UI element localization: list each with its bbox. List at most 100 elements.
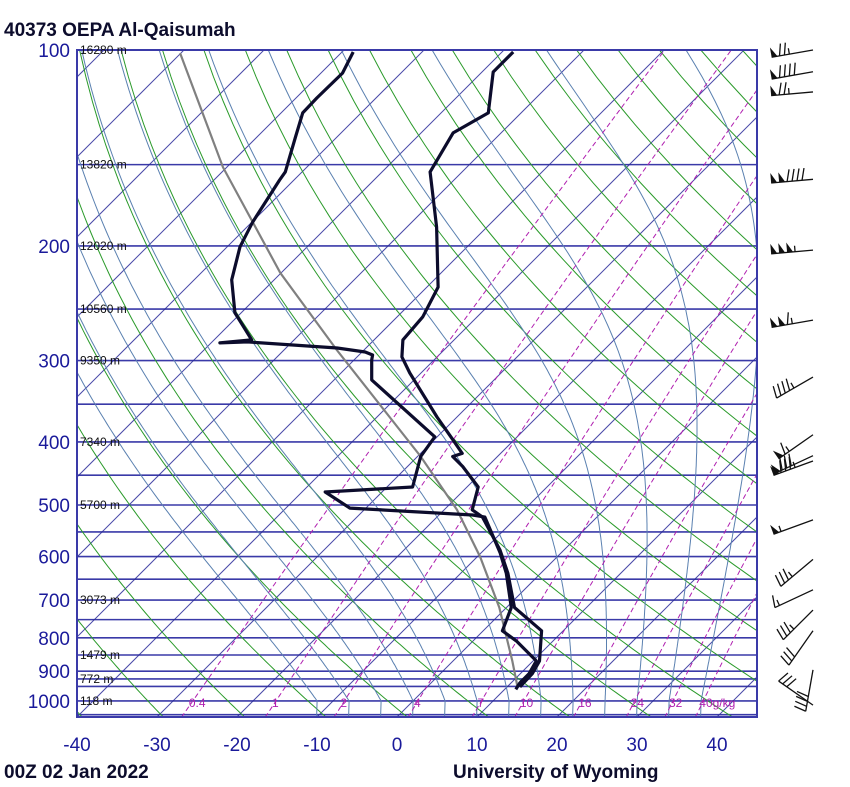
height-label: 1479 m <box>80 648 120 662</box>
isotherm-line <box>77 50 185 158</box>
mixing-ratio-line <box>407 174 757 717</box>
wind-barb <box>772 434 814 460</box>
dry-adiabat-line <box>77 710 83 717</box>
temperature-tick-label: 10 <box>466 735 487 756</box>
isotherm-line <box>556 516 757 717</box>
dry-adiabat-line <box>327 50 757 533</box>
profiles <box>179 50 544 691</box>
moist-adiabat-line <box>77 310 350 717</box>
pressure-tick-label: 700 <box>38 591 70 612</box>
mixing-ratio-line <box>694 591 757 717</box>
isotherm-line <box>476 436 757 717</box>
pressure-tick-label: 400 <box>38 433 70 454</box>
pressure-tick-label: 600 <box>38 548 70 569</box>
pressure-tick-label: 500 <box>38 496 70 517</box>
chart-title: 40373 OEPA Al-Qaisumah <box>4 20 236 41</box>
mixing-ratio-label: 1 <box>272 696 279 710</box>
dry-adiabat-line <box>0 50 1 717</box>
height-label: 7340 m <box>80 435 120 449</box>
isotherm-line <box>77 50 585 558</box>
temperature-tick-label: -10 <box>303 735 330 756</box>
wind-barb <box>794 669 814 712</box>
pressure-tick-label: 200 <box>38 237 70 258</box>
dry-adiabat-line <box>700 50 757 113</box>
mixing-ratio-label: 10 <box>520 696 534 710</box>
height-label: 772 m <box>80 672 113 686</box>
moist-adiabat-line <box>340 50 607 717</box>
moist-adiabat-line <box>158 50 510 717</box>
wind-barb <box>776 609 814 641</box>
moist-adiabat-line <box>77 371 318 717</box>
isotherm-line <box>77 50 105 78</box>
dry-adiabat-line <box>369 50 757 485</box>
mixing-ratio-line <box>264 50 732 717</box>
dry-adiabat-line <box>203 50 757 682</box>
pressure-tick-label: 300 <box>38 352 70 373</box>
dry-adiabat-line <box>77 618 165 717</box>
moist-adiabat-line <box>77 151 414 717</box>
mixing-ratio-line <box>181 50 666 717</box>
dry-adiabat-line <box>244 50 757 632</box>
wind-barb <box>770 519 814 535</box>
mixing-ratio-label: 4 <box>414 696 421 710</box>
dry-adiabat-line <box>162 50 734 717</box>
dry-adiabat-line <box>79 50 571 717</box>
mixing-ratio-label: 7 <box>477 696 484 710</box>
height-label: 5700 m <box>80 498 120 512</box>
moist-adiabat-line <box>431 50 648 717</box>
dry-adiabat-line <box>77 523 246 717</box>
dry-adiabat-line <box>493 50 757 343</box>
isotherm-line <box>0 35 39 717</box>
height-label: 3073 m <box>80 593 120 607</box>
wind-barb <box>771 589 814 609</box>
temperature-trace <box>400 50 544 688</box>
dry-adiabat-line <box>576 50 757 251</box>
isotherm-line <box>797 35 850 717</box>
temperature-tick-label: -20 <box>223 735 250 756</box>
isotherm-line <box>77 50 745 717</box>
pressure-tick-label: 1000 <box>28 692 70 713</box>
temperature-tick-label: -40 <box>63 735 90 756</box>
moist-adiabat-line <box>267 50 574 717</box>
height-label: 10560 m <box>80 302 127 316</box>
dry-adiabat-line <box>410 50 757 437</box>
isotherm-line <box>77 50 265 238</box>
dewpoint-trace <box>218 51 538 691</box>
mixing-ratio-label: 0.4 <box>189 696 206 710</box>
mixing-ratio-label: 40g/kg <box>699 696 735 710</box>
wind-barbs <box>769 42 814 712</box>
mixing-ratio-line <box>333 89 757 717</box>
moist-adiabat-line <box>117 50 478 717</box>
isotherm-line <box>316 276 757 717</box>
temperature-tick-label: 20 <box>546 735 567 756</box>
height-label: 16280 m <box>80 43 127 57</box>
time-label: 00Z 02 Jan 2022 <box>4 762 149 783</box>
temperature-tick-label: 30 <box>626 735 647 756</box>
moist-adiabat-line <box>685 50 757 717</box>
moist-adiabat-line <box>81 50 446 717</box>
wind-barb <box>769 62 814 80</box>
mixing-ratio-label: 16 <box>578 696 592 710</box>
temperature-tick-label: -30 <box>143 735 170 756</box>
source-label: University of Wyoming <box>453 762 659 783</box>
pressure-tick-label: 800 <box>38 629 70 650</box>
dry-adiabat-line <box>784 50 850 717</box>
dry-adiabat-line <box>286 50 757 582</box>
wind-barb <box>770 82 814 97</box>
mixing-ratio-line <box>664 537 757 717</box>
background-lines <box>0 35 850 717</box>
height-label: 9350 m <box>80 354 120 368</box>
isotherm-line <box>636 596 757 717</box>
wind-barb <box>769 42 814 58</box>
dry-adiabat-line <box>77 316 409 717</box>
wind-barb <box>774 558 814 587</box>
pressure-tick-label: 100 <box>38 41 70 62</box>
mixing-ratio-line <box>573 392 757 717</box>
dry-adiabat-line <box>741 50 757 67</box>
wind-barb <box>770 456 814 477</box>
height-label: 12020 m <box>80 239 127 253</box>
mixing-ratio-label: 2 <box>340 696 347 710</box>
wind-barb <box>770 167 814 184</box>
mixing-ratio-line <box>471 253 757 717</box>
